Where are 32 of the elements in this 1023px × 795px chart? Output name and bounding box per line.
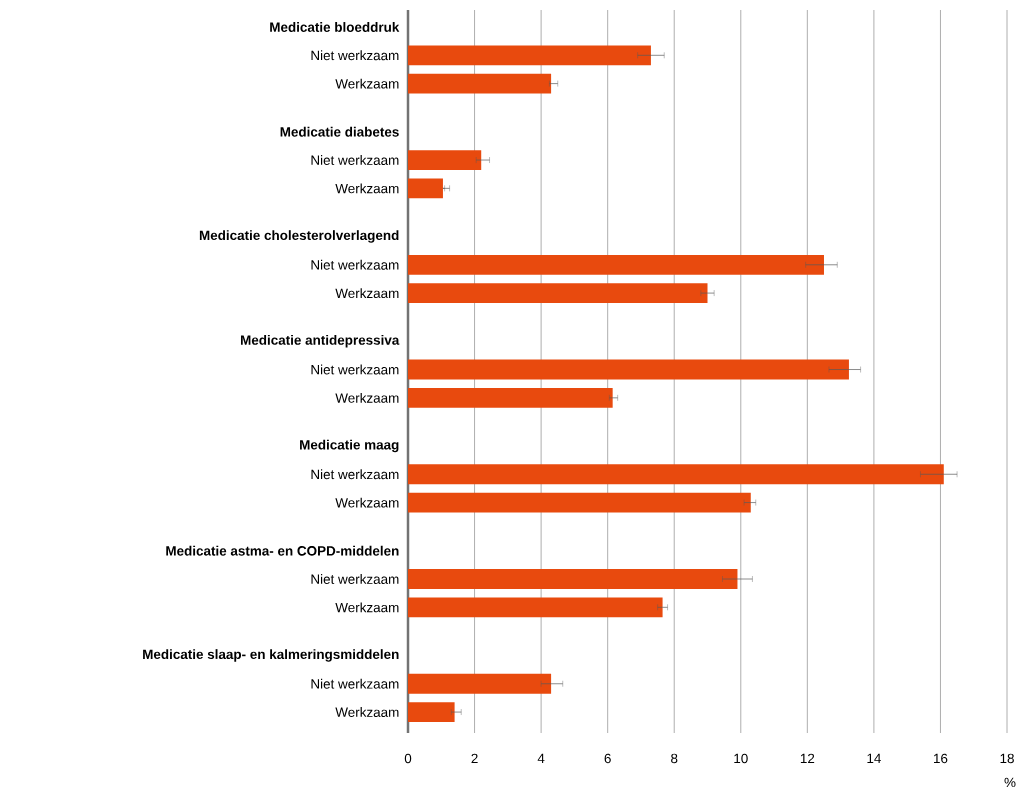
x-tick-label: 16 (934, 753, 948, 764)
y-tick-label: Medicatie antidepressiva (241, 334, 400, 348)
y-tick-label: Werkzaam (335, 392, 399, 403)
x-tick-label: 8 (671, 753, 678, 764)
y-tick-label: Niet werkzaam (311, 364, 399, 375)
y-tick-label: Medicatie slaap- en kalmeringsmiddelen (143, 649, 399, 662)
y-tick-label: Niet werkzaam (311, 574, 399, 584)
x-tick-label: 10 (734, 753, 748, 764)
x-tick-label: 4 (537, 753, 545, 763)
y-tick-label: Werkzaam (335, 707, 399, 717)
x-tick-label: 6 (604, 753, 611, 764)
y-tick-label: Werkzaam (335, 497, 399, 508)
x-tick-label: 18 (1000, 753, 1014, 764)
y-tick-label: Werkzaam (335, 602, 399, 613)
y-tick-label: Medicatie bloeddruk (270, 22, 400, 32)
y-tick-label: Medicatie astma- en COPD-middelen (166, 545, 399, 556)
y-tick-label: Niet werkzaam (311, 50, 399, 61)
y-tick-label: Medicatie maag (300, 439, 399, 453)
x-axis-title: % (1004, 777, 1016, 788)
y-tick-label: Medicatie cholesterolverlagend (199, 230, 399, 243)
y-tick-label: Niet werkzaam (311, 155, 399, 165)
y-tick-label: Werkzaam (335, 288, 399, 299)
x-tick-label: 14 (867, 753, 881, 763)
y-tick-label: Werkzaam (335, 78, 399, 89)
y-tick-label: Niet werkzaam (311, 469, 399, 480)
y-tick-label: Niet werkzaam (311, 259, 399, 270)
y-tick-label: Werkzaam (335, 183, 399, 194)
y-tick-label: Medicatie diabetes (280, 126, 399, 137)
x-tick-label: 12 (800, 753, 815, 764)
x-tick-label: 0 (404, 753, 412, 764)
x-tick-label: 2 (471, 753, 478, 764)
y-tick-label: Niet werkzaam (311, 678, 399, 689)
